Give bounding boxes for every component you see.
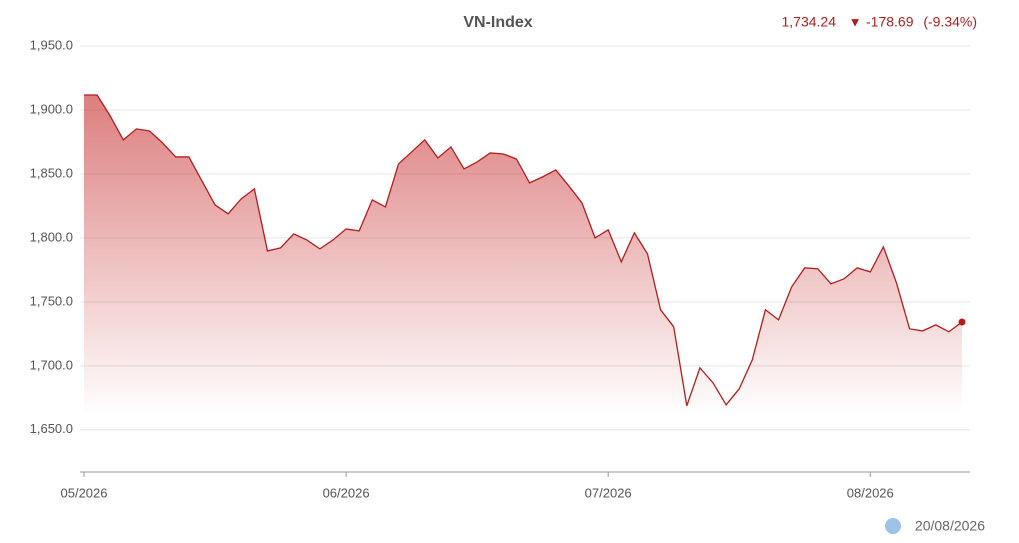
chart-title: VN-Index [463, 14, 532, 31]
date-label: 20/08/2026 [915, 518, 985, 534]
x-tick-label: 07/2026 [585, 485, 632, 500]
x-tick-label: 06/2026 [323, 485, 370, 500]
change-value: -178.69 [866, 14, 914, 30]
change-percent: (-9.34%) [923, 14, 977, 30]
change-arrow: ▼ [849, 14, 862, 29]
logo-icon [885, 518, 901, 534]
x-tick-label: 05/2026 [61, 485, 108, 500]
y-tick-label: 1,800.0 [30, 229, 73, 244]
y-tick-label: 1,900.0 [30, 101, 73, 116]
y-tick-label: 1,650.0 [30, 421, 73, 436]
last-value: 1,734.24 [782, 14, 837, 30]
x-tick-label: 08/2026 [847, 485, 894, 500]
line [84, 94, 963, 406]
area-fill [84, 94, 962, 472]
y-tick-label: 1,700.0 [30, 357, 73, 372]
last-point [958, 318, 966, 326]
y-tick-label: 1,750.0 [30, 293, 73, 308]
y-tick-label: 1,850.0 [30, 165, 73, 180]
y-tick-label: 1,950.0 [30, 37, 73, 52]
